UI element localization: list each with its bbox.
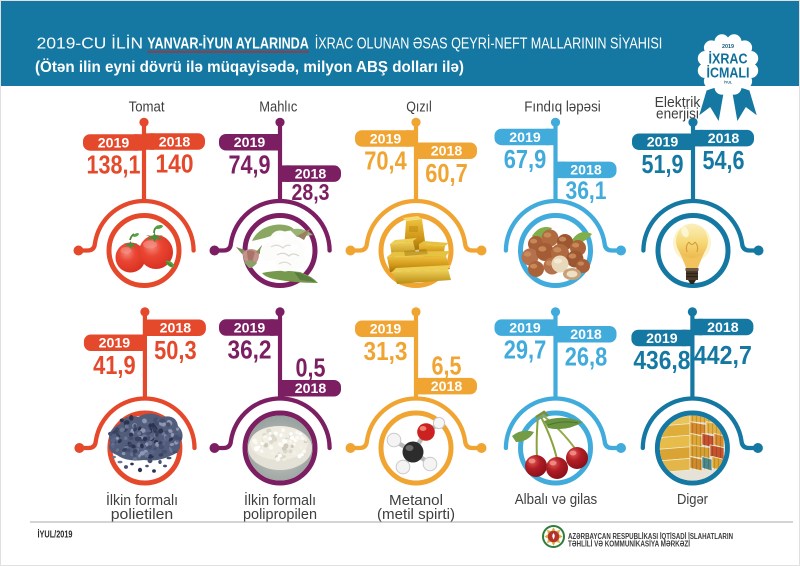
svg-text:2019: 2019 (647, 134, 679, 150)
svg-text:İlkin formalı: İlkin formalı (106, 491, 178, 509)
svg-text:polietilen: polietilen (111, 507, 174, 523)
svg-text:0,5: 0,5 (296, 355, 326, 383)
svg-text:140: 140 (156, 151, 194, 179)
svg-text:enerjisi: enerjisi (656, 107, 699, 123)
svg-text:36,1: 36,1 (566, 177, 607, 205)
svg-text:İYUL: İYUL (724, 79, 732, 84)
svg-text:67,9: 67,9 (504, 146, 547, 174)
svg-text:28,3: 28,3 (292, 179, 330, 205)
svg-text:Albalı və gilas: Albalı və gilas (515, 492, 598, 508)
svg-text:2019: 2019 (99, 335, 131, 351)
svg-text:İXRAC: İXRAC (709, 50, 748, 67)
svg-text:Tomat: Tomat (129, 100, 165, 116)
svg-text:İlkin formalı: İlkin formalı (244, 491, 316, 509)
svg-text:2019: 2019 (98, 134, 130, 150)
svg-text:2018: 2018 (708, 130, 740, 146)
svg-text:2019: 2019 (234, 134, 266, 150)
svg-text:2018: 2018 (570, 326, 602, 342)
svg-text:2019: 2019 (509, 320, 541, 336)
svg-text:Metanol: Metanol (389, 493, 443, 509)
svg-text:29,7: 29,7 (504, 337, 547, 365)
svg-text:AZƏRBAYCAN RESPUBLİKASI İQTİSA: AZƏRBAYCAN RESPUBLİKASI İQTİSADİ İSLAHAT… (568, 532, 733, 541)
svg-text:2018: 2018 (160, 320, 192, 336)
svg-text:2018: 2018 (570, 162, 602, 178)
svg-text:6,5: 6,5 (432, 352, 462, 380)
svg-text:138,1: 138,1 (87, 152, 141, 180)
svg-text:2018: 2018 (431, 143, 463, 159)
svg-text:436,8: 436,8 (633, 347, 690, 375)
svg-text:41,9: 41,9 (93, 352, 136, 380)
svg-text:(Ötən ilin eyni dövrü ilə müqa: (Ötən ilin eyni dövrü ilə müqayisədə, mi… (35, 57, 464, 76)
svg-text:50,3: 50,3 (154, 337, 197, 365)
svg-text:2018: 2018 (295, 380, 327, 396)
svg-text:Mahlıc: Mahlıc (259, 100, 297, 116)
svg-text:51,9: 51,9 (642, 151, 684, 179)
svg-text:2018: 2018 (431, 378, 463, 394)
svg-text:31,3: 31,3 (364, 338, 408, 366)
svg-text:2019: 2019 (234, 319, 266, 335)
svg-text:2018: 2018 (295, 166, 327, 182)
svg-text:Fındıq ləpəsi: Fındıq ləpəsi (524, 100, 601, 116)
svg-text:442,7: 442,7 (694, 342, 752, 370)
svg-text:26,8: 26,8 (565, 343, 608, 371)
svg-text:Elektrik: Elektrik (655, 95, 701, 111)
svg-text:2019: 2019 (370, 130, 402, 146)
svg-text:54,6: 54,6 (703, 147, 745, 175)
svg-text:TƏHLİLİ VƏ KOMMUNİKASİYA MƏRKƏ: TƏHLİLİ VƏ KOMMUNİKASİYA MƏRKƏZİ (568, 540, 690, 549)
svg-text:36,2: 36,2 (228, 337, 272, 365)
svg-text:Qızıl: Qızıl (406, 100, 432, 116)
svg-text:2019: 2019 (370, 321, 402, 337)
svg-text:74,9: 74,9 (229, 151, 271, 179)
svg-text:2019: 2019 (722, 44, 734, 50)
svg-text:2019: 2019 (509, 129, 541, 145)
svg-text:2019: 2019 (646, 330, 678, 346)
svg-text:(metil spirti): (metil spirti) (377, 507, 455, 523)
svg-text:60,7: 60,7 (425, 160, 468, 188)
svg-text:2018: 2018 (159, 133, 191, 149)
svg-text:70,4: 70,4 (364, 148, 407, 176)
svg-text:İCMALI: İCMALI (707, 65, 750, 82)
svg-text:İYUL/2019: İYUL/2019 (38, 528, 73, 541)
svg-text:2018: 2018 (707, 319, 739, 335)
svg-text:Digər: Digər (677, 492, 708, 508)
svg-text:polipropilen: polipropilen (243, 507, 317, 523)
